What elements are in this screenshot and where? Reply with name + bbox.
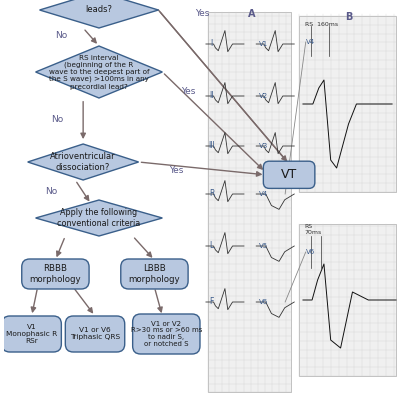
Text: V6: V6 <box>259 299 269 305</box>
Text: V6: V6 <box>306 249 315 255</box>
Text: V3: V3 <box>259 143 269 149</box>
Text: III: III <box>208 142 215 150</box>
Text: V1 or V6
Triphasic QRS: V1 or V6 Triphasic QRS <box>70 328 120 340</box>
FancyBboxPatch shape <box>2 316 61 352</box>
Text: No: No <box>51 116 64 124</box>
Text: No: No <box>55 31 68 40</box>
FancyBboxPatch shape <box>299 16 396 192</box>
Text: V1: V1 <box>259 41 269 47</box>
FancyBboxPatch shape <box>65 316 125 352</box>
Text: V2: V2 <box>259 93 268 99</box>
Text: V4: V4 <box>306 39 315 45</box>
Text: RS  160ms: RS 160ms <box>305 22 338 27</box>
FancyBboxPatch shape <box>133 314 200 354</box>
Polygon shape <box>40 0 158 28</box>
Text: V1 or V2
R>30 ms or >60 ms
to nadir S,
or notched S: V1 or V2 R>30 ms or >60 ms to nadir S, o… <box>131 320 202 348</box>
Text: No: No <box>45 187 58 196</box>
Text: I: I <box>211 40 213 48</box>
FancyBboxPatch shape <box>121 259 188 289</box>
Text: RS
70ms: RS 70ms <box>304 224 321 235</box>
Text: Yes: Yes <box>195 10 209 18</box>
Text: V5: V5 <box>259 243 268 249</box>
Text: R: R <box>209 190 214 198</box>
FancyBboxPatch shape <box>208 12 291 392</box>
Text: V1
Monophasic R
RSr: V1 Monophasic R RSr <box>6 324 57 344</box>
Text: LBBB
morphology: LBBB morphology <box>129 264 180 284</box>
Text: L: L <box>210 242 214 250</box>
Text: Yes: Yes <box>181 88 195 96</box>
Text: RS interval
(beginning of the R
wave to the deepest part of
the S wave) >100ms i: RS interval (beginning of the R wave to … <box>49 54 149 90</box>
Text: Atrioventricular
dissociation?: Atrioventricular dissociation? <box>50 152 116 172</box>
Polygon shape <box>36 46 162 98</box>
Text: Apply the following
conventional criteria: Apply the following conventional criteri… <box>57 208 141 228</box>
Text: F: F <box>210 298 214 306</box>
Text: Yes: Yes <box>169 166 184 175</box>
Text: B: B <box>345 12 352 22</box>
FancyBboxPatch shape <box>299 224 396 376</box>
Polygon shape <box>28 144 138 180</box>
FancyBboxPatch shape <box>263 161 315 188</box>
Text: leads?: leads? <box>86 6 112 14</box>
Text: II: II <box>210 92 214 100</box>
Text: RBBB
morphology: RBBB morphology <box>30 264 81 284</box>
FancyBboxPatch shape <box>22 259 89 289</box>
Text: A: A <box>248 9 255 19</box>
Polygon shape <box>36 200 162 236</box>
Text: VT: VT <box>281 168 297 181</box>
Text: V4: V4 <box>259 191 268 197</box>
